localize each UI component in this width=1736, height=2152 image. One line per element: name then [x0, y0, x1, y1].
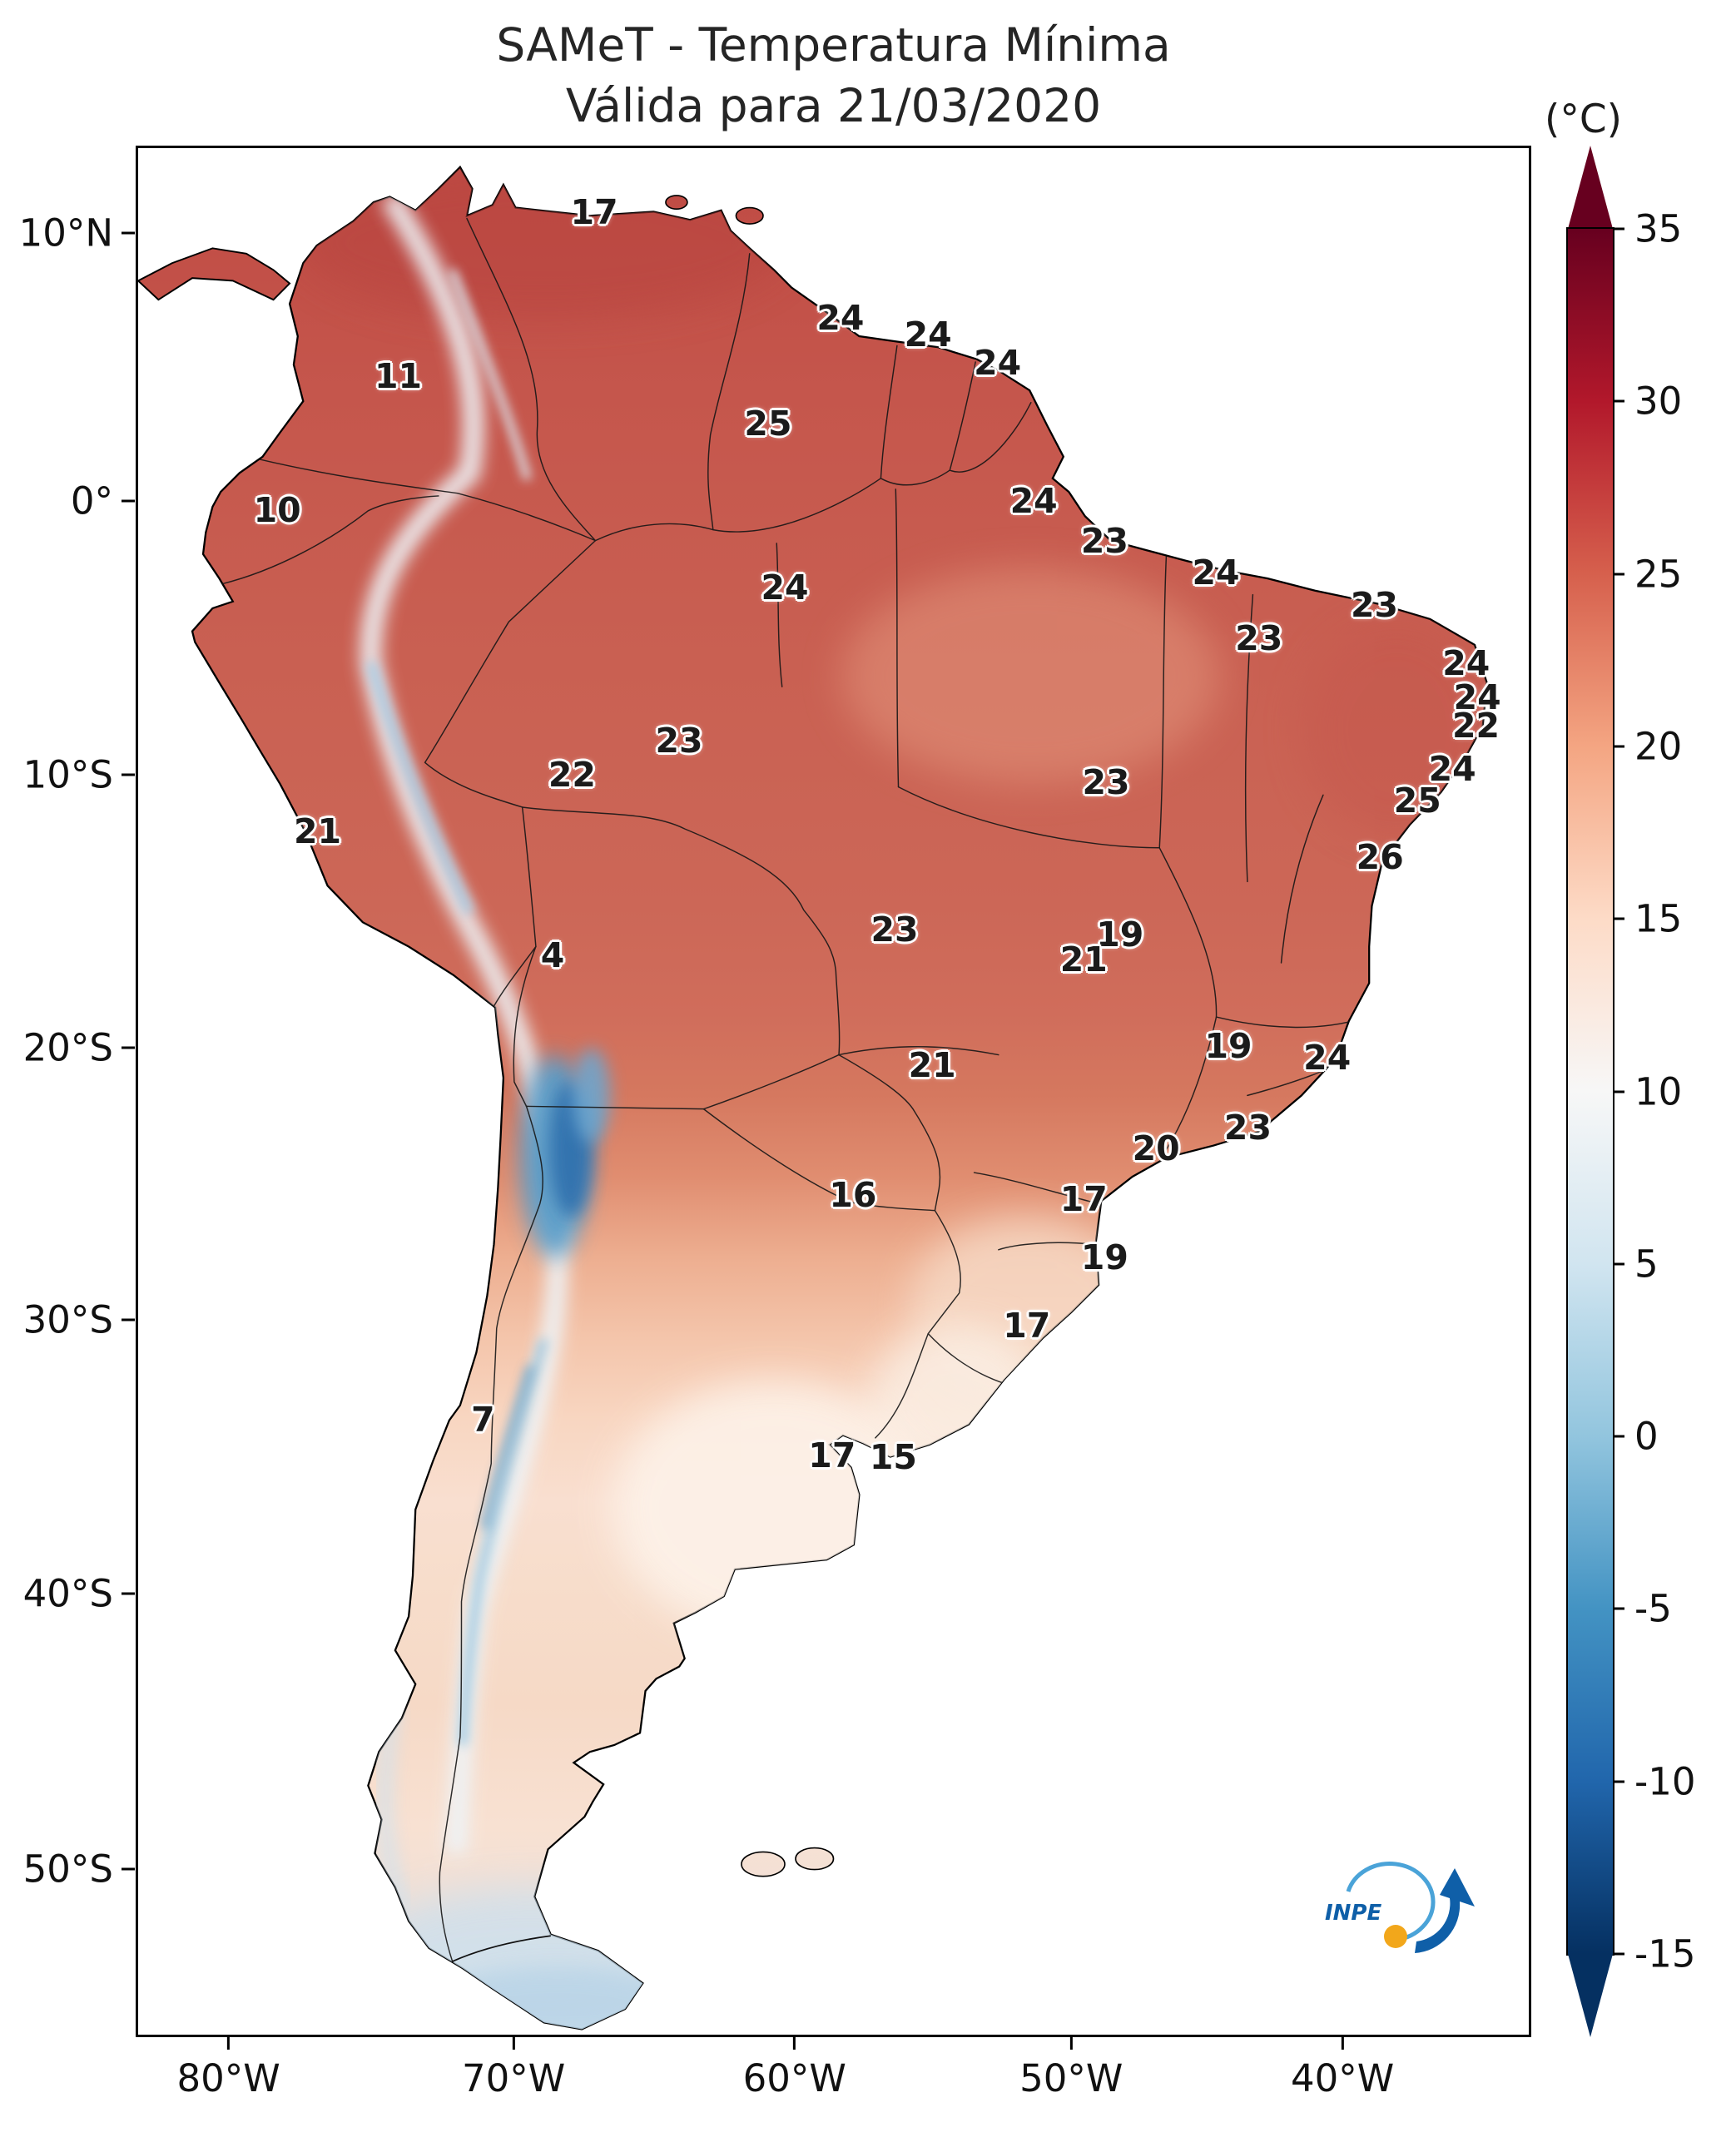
latitude-tick: 10°N [19, 211, 135, 255]
latitude-tick-mark [122, 1867, 135, 1870]
longitude-tick-label: 40°W [1290, 2056, 1395, 2100]
colorbar-tick-label: 20 [1634, 724, 1683, 769]
panama-landmass [138, 247, 291, 301]
longitude-tick-mark [512, 2036, 515, 2050]
longitude-tick: 70°W [462, 2036, 565, 2100]
longitude-tick: 40°W [1291, 2036, 1394, 2100]
map-plot-area: 17 24 24 24 11 25 10 24 23 24 24 23 23 24 24 22 23 22 24 23… [19, 146, 1531, 2100]
south-america-map [138, 166, 1488, 2031]
latitude-tick-label: 50°S [22, 1847, 113, 1891]
map-title-line1: SAMeT - Temperatura Mínima [496, 18, 1171, 72]
colorbar-tick-label: -5 [1634, 1586, 1672, 1631]
colorbar-tick: 5 [1613, 1242, 1659, 1286]
latitude-tick-label: 10°S [22, 752, 113, 797]
colorbar-tick-label: -15 [1634, 1931, 1696, 1976]
longitude-tick-label: 80°W [176, 2056, 280, 2100]
longitude-tick: 50°W [1019, 2036, 1123, 2100]
colorbar-tick: 25 [1613, 552, 1682, 596]
colorbar-tick-label: 10 [1634, 1069, 1683, 1113]
latitude-tick: 50°S [23, 1847, 135, 1891]
latitude-tick-mark [122, 1046, 135, 1049]
latitude-tick-mark [122, 499, 135, 503]
longitude-tick-mark [793, 2036, 796, 2050]
longitude-tick: 60°W [743, 2036, 846, 2100]
latitude-tick-mark [122, 1592, 135, 1595]
inpe-logo-dark-arrow-icon [1415, 1868, 1475, 1953]
latitude-tick-label: 0° [70, 478, 113, 523]
colorbar-tick-label: 25 [1634, 552, 1683, 597]
latitude-tick-mark [122, 231, 135, 235]
colorbar-tick-label: 5 [1634, 1242, 1659, 1287]
latitude-tick-mark [122, 1318, 135, 1321]
colorbar-tick-label: 15 [1634, 896, 1683, 941]
longitude-tick-label: 70°W [462, 2056, 566, 2100]
inpe-logo: INPE [1325, 1862, 1475, 1953]
islands [665, 195, 835, 1877]
latitude-tick-mark [122, 773, 135, 776]
colorbar-tick: 20 [1613, 724, 1682, 768]
colorbar-tick: -15 [1613, 1932, 1696, 1976]
inpe-logo-text: INPE [1325, 1901, 1381, 1926]
colorbar-ticks: 35 30 25 20 15 10 5 0 -5 -10 -15 [1613, 207, 1736, 1976]
map-title-line2: Válida para 21/03/2020 [565, 78, 1102, 132]
longitude-tick-label: 60°W [742, 2056, 846, 2100]
latitude-tick-label: 20°S [22, 1025, 113, 1070]
map-title: SAMeT - Temperatura Mínima Válida para 2… [136, 15, 1531, 136]
colorbar-tick-label: -10 [1634, 1759, 1696, 1804]
latitude-tick: 30°S [23, 1297, 135, 1341]
colorbar-tick-label: 0 [1634, 1414, 1659, 1459]
colorbar-cap-bottom [1568, 1954, 1613, 2037]
colorbar-tick: 10 [1613, 1069, 1682, 1113]
latitude-tick-label: 10°N [18, 211, 113, 255]
inpe-logo-light-swirl-icon [1346, 1862, 1436, 1942]
colorbar-tick-label: 30 [1634, 379, 1683, 424]
country-and-state-borders [221, 217, 1363, 1966]
latitude-tick: 0° [71, 478, 135, 523]
colorbar: 35 30 25 20 15 10 5 0 -5 -10 -15 [1566, 146, 1696, 2037]
inpe-logo-orange-dot-icon [1384, 1925, 1407, 1948]
latitude-tick: 10°S [23, 752, 135, 796]
latitude-tick-label: 40°S [22, 1571, 113, 1616]
longitude-tick: 80°W [176, 2036, 280, 2100]
colorbar-body [1566, 227, 1614, 1956]
longitude-tick-mark [1341, 2036, 1344, 2050]
longitude-tick-mark [227, 2036, 231, 2050]
latitude-tick: 40°S [23, 1571, 135, 1615]
longitude-tick-label: 50°W [1019, 2056, 1123, 2100]
colorbar-tick: 15 [1613, 897, 1682, 941]
longitude-tick-mark [1069, 2036, 1073, 2050]
colorbar-tick: 30 [1613, 379, 1682, 424]
colorbar-cap-top [1568, 146, 1613, 229]
latitude-tick: 20°S [23, 1026, 135, 1070]
colorbar-tick: -10 [1613, 1759, 1696, 1803]
colorbar-tick: 35 [1613, 207, 1682, 251]
colorbar-unit-label: (°C) [1545, 97, 1622, 142]
colorbar-tick-label: 35 [1634, 206, 1683, 251]
colorbar-tick: -5 [1613, 1587, 1672, 1631]
latitude-tick-label: 30°S [22, 1297, 113, 1342]
colorbar-tick: 0 [1613, 1415, 1659, 1459]
magellan-strait-line [451, 1935, 551, 1962]
